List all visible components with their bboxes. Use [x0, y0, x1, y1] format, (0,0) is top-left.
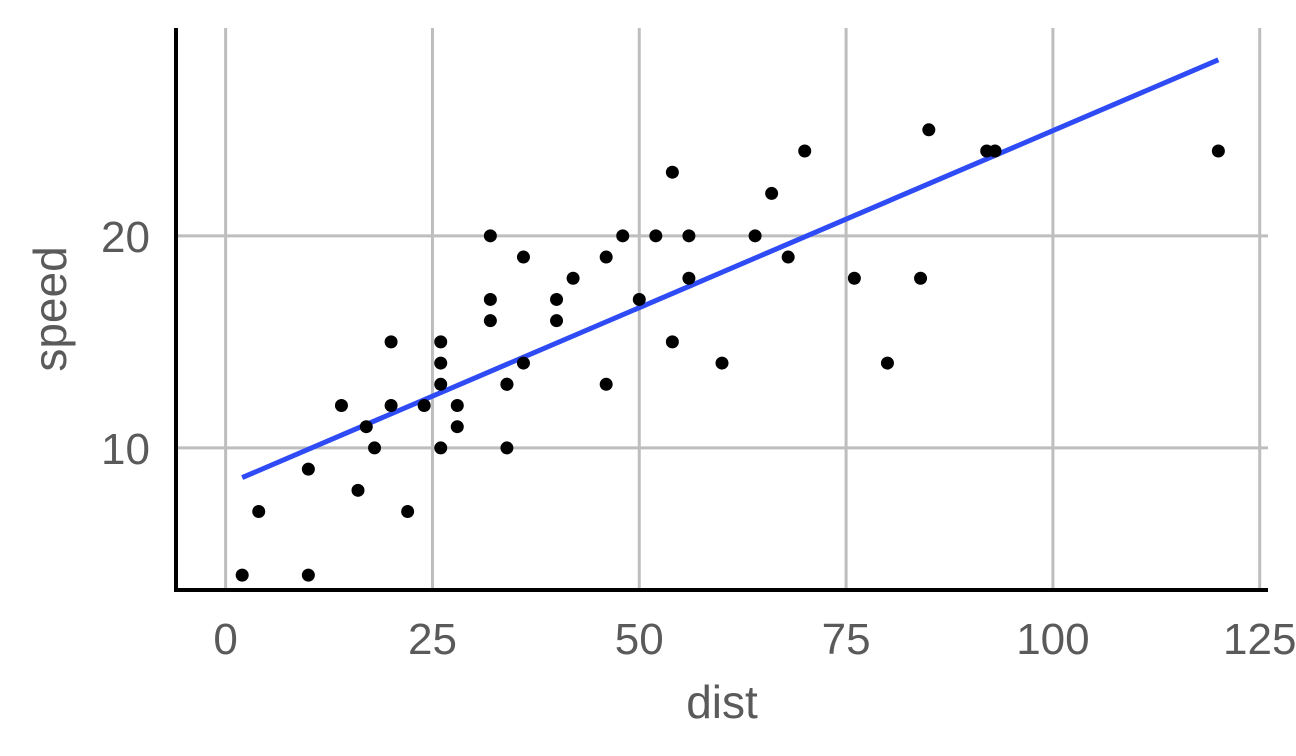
- data-point-10: [450, 420, 464, 434]
- data-point-34: [914, 271, 928, 285]
- x-tick-label-25: 25: [408, 615, 457, 664]
- data-point-0: [235, 568, 249, 582]
- data-point-44: [665, 165, 679, 179]
- data-point-5: [301, 462, 315, 476]
- data-point-6: [368, 441, 382, 455]
- y-axis-title: speed: [24, 246, 76, 371]
- y-tick-label-20: 20: [101, 213, 150, 262]
- data-point-7: [434, 441, 448, 455]
- data-point-29: [550, 292, 564, 306]
- x-tick-label-75: 75: [822, 615, 871, 664]
- data-point-8: [500, 441, 514, 455]
- tick-labels: 0 25 50 75 100 125 10 20: [101, 213, 1296, 664]
- data-point-37: [781, 250, 795, 264]
- data-point-12: [384, 398, 398, 412]
- data-point-26: [483, 314, 497, 328]
- data-point-43: [765, 186, 779, 200]
- data-point-38: [483, 229, 497, 243]
- data-point-23: [384, 335, 398, 349]
- data-point-35: [516, 250, 530, 264]
- data-point-45: [798, 144, 812, 158]
- regression-line: [241, 57, 1220, 480]
- data-point-36: [599, 250, 613, 264]
- data-point-14: [450, 398, 464, 412]
- data-point-40: [649, 229, 663, 243]
- data-point-30: [632, 292, 646, 306]
- fit-line-group: [241, 57, 1220, 480]
- data-point-39: [616, 229, 630, 243]
- data-point-32: [682, 271, 696, 285]
- data-point-25: [665, 335, 679, 349]
- data-point-24: [434, 335, 448, 349]
- x-axis-title: dist: [686, 676, 758, 728]
- data-point-22: [880, 356, 894, 370]
- data-point-33: [847, 271, 861, 285]
- data-point-1: [301, 568, 315, 582]
- data-point-48: [1211, 144, 1225, 158]
- data-point-20: [516, 356, 530, 370]
- data-point-3: [401, 505, 415, 519]
- data-point-27: [550, 314, 564, 328]
- data-point-28: [483, 292, 497, 306]
- data-point-42: [748, 229, 762, 243]
- y-tick-label-10: 10: [101, 425, 150, 474]
- data-point-21: [715, 356, 729, 370]
- x-tick-label-125: 125: [1223, 615, 1296, 664]
- data-point-15: [434, 377, 448, 391]
- grid: [176, 28, 1268, 590]
- data-point-41: [682, 229, 696, 243]
- data-point-31: [566, 271, 580, 285]
- data-point-9: [359, 420, 373, 434]
- data-point-49: [922, 123, 936, 137]
- data-point-17: [500, 377, 514, 391]
- data-point-18: [599, 377, 613, 391]
- data-point-4: [351, 483, 365, 497]
- data-point-19: [434, 356, 448, 370]
- data-point-13: [417, 398, 431, 412]
- x-tick-label-100: 100: [1016, 615, 1089, 664]
- data-point-47: [988, 144, 1002, 158]
- axes: [174, 28, 1268, 592]
- points: [235, 123, 1225, 582]
- x-tick-label-0: 0: [213, 615, 237, 664]
- data-point-2: [252, 505, 266, 519]
- data-point-11: [334, 398, 348, 412]
- x-tick-label-50: 50: [615, 615, 664, 664]
